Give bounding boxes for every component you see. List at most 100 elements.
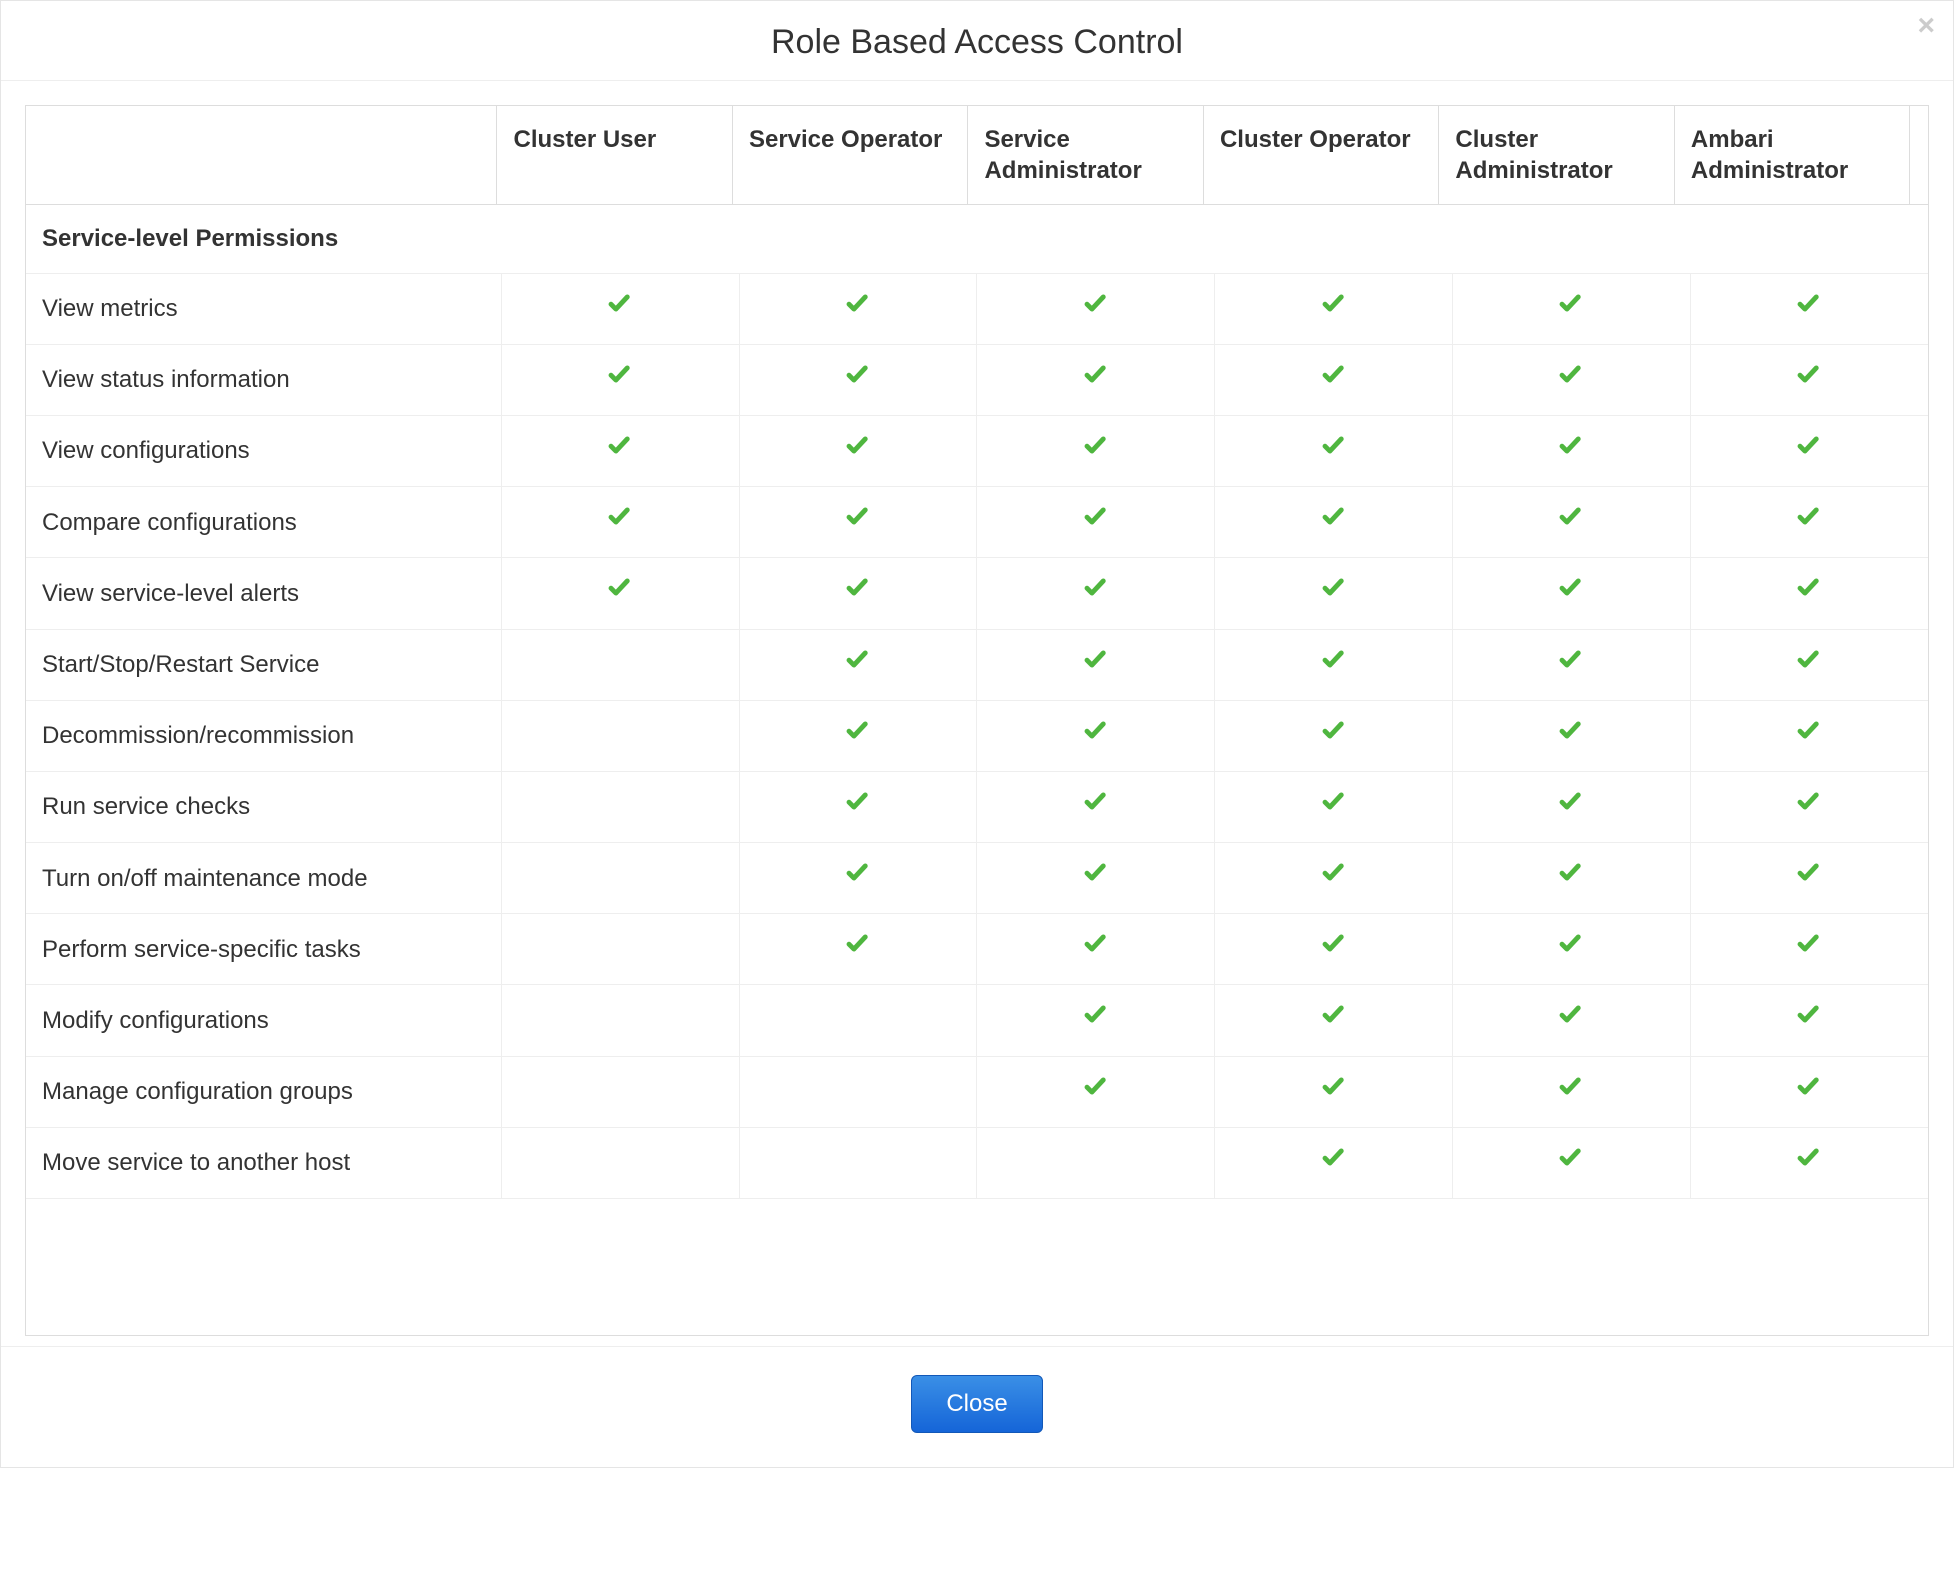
permission-cell: [1452, 914, 1690, 985]
permission-label: Modify configurations: [26, 985, 501, 1056]
permission-cell: [501, 487, 739, 558]
permission-cell: [977, 985, 1215, 1056]
check-icon: [1321, 861, 1347, 887]
check-icon: [1796, 648, 1822, 674]
permission-cell: [1215, 344, 1453, 415]
permission-cell: [1452, 700, 1690, 771]
check-icon: [1558, 861, 1584, 887]
permission-cell: [1452, 487, 1690, 558]
permission-cell: [977, 843, 1215, 914]
header-role: Service Administrator: [968, 106, 1203, 205]
permission-label: View status information: [26, 344, 501, 415]
header-role: Service Operator: [732, 106, 967, 205]
permission-row: View metrics: [26, 273, 1928, 344]
check-icon: [845, 505, 871, 531]
permission-label: View service-level alerts: [26, 558, 501, 629]
permission-cell: [1452, 344, 1690, 415]
permission-label: Perform service-specific tasks: [26, 914, 501, 985]
permission-cell: [501, 914, 739, 985]
check-icon: [1083, 932, 1109, 958]
permission-cell: [977, 914, 1215, 985]
permission-cell: [501, 558, 739, 629]
permission-label: Manage configuration groups: [26, 1056, 501, 1127]
header-role: Ambari Administrator: [1674, 106, 1909, 205]
permission-cell: [977, 629, 1215, 700]
permission-cell: [739, 344, 977, 415]
check-icon: [1558, 292, 1584, 318]
check-icon: [1083, 861, 1109, 887]
check-icon: [607, 576, 633, 602]
permission-cell: [739, 771, 977, 842]
permission-cell: [739, 1127, 977, 1198]
permission-row: Compare configurations: [26, 487, 1928, 558]
check-icon: [607, 505, 633, 531]
permission-cell: [1215, 415, 1453, 486]
permission-cell: [739, 487, 977, 558]
check-icon: [1796, 292, 1822, 318]
check-icon: [1558, 576, 1584, 602]
permission-cell: [739, 985, 977, 1056]
permission-cell: [977, 273, 1215, 344]
close-icon[interactable]: ×: [1917, 11, 1935, 41]
check-icon: [845, 292, 871, 318]
check-icon: [1796, 576, 1822, 602]
permission-cell: [977, 344, 1215, 415]
check-icon: [1796, 790, 1822, 816]
check-icon: [1558, 719, 1584, 745]
permission-cell: [739, 700, 977, 771]
permissions-scroll-area[interactable]: Service-level PermissionsView metricsVie…: [26, 205, 1928, 1335]
check-icon: [1796, 1003, 1822, 1029]
permission-cell: [1690, 273, 1928, 344]
permission-cell: [977, 558, 1215, 629]
check-icon: [1083, 1003, 1109, 1029]
permission-cell: [501, 344, 739, 415]
permission-row: Modify configurations: [26, 985, 1928, 1056]
permission-cell: [977, 487, 1215, 558]
header-role: Cluster User: [497, 106, 732, 205]
check-icon: [1321, 790, 1347, 816]
permission-cell: [501, 1056, 739, 1127]
check-icon: [1796, 1146, 1822, 1172]
permission-cell: [739, 558, 977, 629]
check-icon: [1796, 363, 1822, 389]
modal-body: Cluster User Service Operator Service Ad…: [1, 81, 1953, 1346]
permission-cell: [1215, 700, 1453, 771]
permission-label: Compare configurations: [26, 487, 501, 558]
permission-cell: [739, 843, 977, 914]
permission-cell: [501, 700, 739, 771]
section-header-row: Service-level Permissions: [26, 205, 1928, 273]
check-icon: [845, 790, 871, 816]
permission-row: Manage configuration groups: [26, 1056, 1928, 1127]
permission-cell: [501, 843, 739, 914]
close-button[interactable]: Close: [911, 1375, 1042, 1433]
permission-label: Start/Stop/Restart Service: [26, 629, 501, 700]
permission-label: View metrics: [26, 273, 501, 344]
permission-label: Move service to another host: [26, 1127, 501, 1198]
check-icon: [845, 932, 871, 958]
permission-cell: [739, 273, 977, 344]
check-icon: [1083, 719, 1109, 745]
check-icon: [1558, 1075, 1584, 1101]
check-icon: [1796, 719, 1822, 745]
section-title: Service-level Permissions: [26, 205, 1928, 273]
check-icon: [1321, 434, 1347, 460]
check-icon: [607, 434, 633, 460]
permission-row: Perform service-specific tasks: [26, 914, 1928, 985]
permission-cell: [977, 415, 1215, 486]
header-blank: [26, 106, 497, 205]
check-icon: [1558, 363, 1584, 389]
permission-cell: [1452, 985, 1690, 1056]
permission-label: Run service checks: [26, 771, 501, 842]
check-icon: [1083, 363, 1109, 389]
check-icon: [607, 292, 633, 318]
check-icon: [1083, 648, 1109, 674]
permission-cell: [739, 415, 977, 486]
check-icon: [1796, 1075, 1822, 1101]
permission-cell: [1215, 843, 1453, 914]
check-icon: [1083, 1075, 1109, 1101]
permission-cell: [1215, 1056, 1453, 1127]
check-icon: [1558, 932, 1584, 958]
check-icon: [1321, 1075, 1347, 1101]
modal-footer: Close: [1, 1346, 1953, 1467]
check-icon: [1321, 505, 1347, 531]
